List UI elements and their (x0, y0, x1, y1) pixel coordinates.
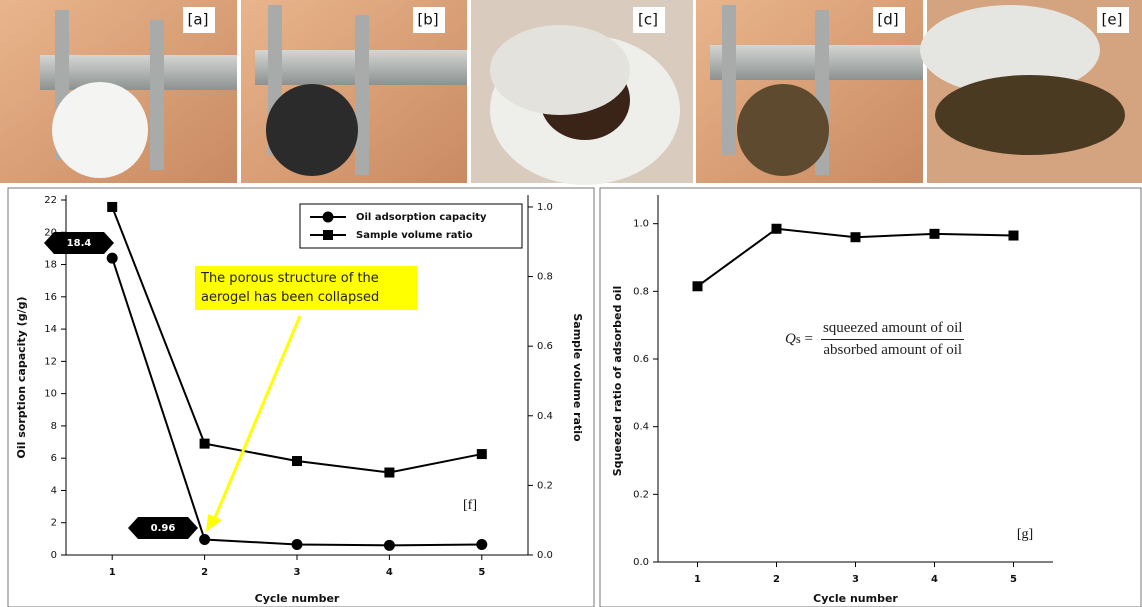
y-tick-label: 0.6 (633, 354, 649, 365)
y-tick-label: 1.0 (633, 219, 649, 230)
marker (199, 534, 210, 545)
marker (693, 281, 703, 291)
marker (384, 468, 394, 478)
page: {"photos": [{"label": "[a]"}, {"label": … (0, 0, 1142, 607)
marker (200, 439, 210, 449)
y-tick-label: 10 (44, 389, 57, 400)
badge-label: 18.4 (67, 238, 92, 249)
figure: [a][b][c][d][e]1234502468101214161820220… (0, 0, 1142, 607)
x-tick-label: 3 (852, 574, 859, 585)
badge-label: 0.96 (151, 523, 176, 534)
y-tick-label: 0.4 (633, 422, 649, 433)
panel-label: [f] (463, 498, 477, 513)
y-tick-label: 12 (44, 356, 57, 367)
legend-marker (323, 212, 334, 223)
numerator: squeezed amount of oil (821, 320, 965, 340)
marker (384, 540, 395, 551)
legend-box (300, 204, 522, 248)
y2-tick-label: 0.4 (537, 411, 553, 422)
panel-g-frame (600, 188, 1141, 607)
marker (107, 253, 118, 264)
marker (851, 232, 861, 242)
panel-label: [g] (1017, 527, 1033, 542)
denominator: absorbed amount of oil (823, 340, 962, 359)
marker (292, 456, 302, 466)
callout-arrow (214, 316, 300, 520)
legend-marker (323, 230, 333, 240)
y2-tick-label: 0.2 (537, 480, 553, 491)
x-tick-label: 4 (931, 574, 938, 585)
photo-label: [c] (638, 11, 658, 29)
x-tick-label: 1 (109, 567, 116, 578)
photo-label: [d] (877, 11, 898, 29)
y2-tick-label: 0.6 (537, 341, 553, 352)
photo-label: [b] (417, 11, 438, 29)
y-tick-label: 22 (44, 195, 57, 206)
x-tick-label: 3 (294, 567, 301, 578)
y-tick-label: 18 (44, 260, 57, 271)
y-tick-label: 4 (51, 485, 57, 496)
x-axis-label: Cycle number (813, 592, 898, 605)
x-tick-label: 2 (773, 574, 780, 585)
y-tick-label: 0.0 (633, 557, 649, 568)
legend-label: Oil adsorption capacity (356, 212, 487, 223)
marker (1009, 231, 1019, 241)
photo-label: [a] (188, 11, 209, 29)
marker (476, 539, 487, 550)
legend-label: Sample volume ratio (356, 230, 473, 241)
marker (930, 229, 940, 239)
marker (107, 202, 117, 212)
y-axis-label: Squeezed ratio of adsorbed oil (611, 286, 624, 477)
x-tick-label: 5 (1010, 574, 1017, 585)
y-tick-label: 0.8 (633, 286, 649, 297)
y-tick-label: 0 (51, 550, 57, 561)
marker (772, 224, 782, 234)
x-tick-label: 1 (694, 574, 701, 585)
x-tick-label: 2 (201, 567, 208, 578)
x-axis-label: Cycle number (255, 592, 340, 605)
photo-label: [e] (1102, 11, 1123, 29)
y-tick-label: 14 (44, 324, 57, 335)
callout-arrowhead (206, 514, 222, 532)
y-tick-label: 6 (51, 453, 57, 464)
x-tick-label: 4 (386, 567, 393, 578)
y2-axis-label: Sample volume ratio (571, 313, 584, 442)
y-tick-label: 0.2 (633, 489, 649, 500)
y2-tick-label: 1.0 (537, 202, 553, 213)
formula-lhs: Q (785, 331, 796, 348)
y2-tick-label: 0.0 (537, 550, 553, 561)
marker (477, 449, 487, 459)
y-tick-label: 2 (51, 518, 57, 529)
y-tick-label: 8 (51, 421, 57, 432)
y2-tick-label: 0.8 (537, 272, 553, 283)
y-tick-label: 16 (44, 292, 57, 303)
marker (292, 539, 303, 550)
formula-sub: s (796, 332, 801, 347)
x-tick-label: 5 (478, 567, 485, 578)
y-axis-label: Oil sorption capacity (g/g) (15, 297, 28, 459)
callout: The porous structure of the aerogel has … (195, 266, 417, 310)
